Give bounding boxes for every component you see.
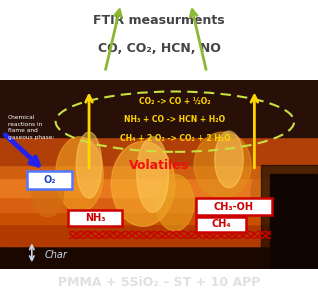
Text: O₂: O₂	[43, 175, 56, 184]
FancyBboxPatch shape	[27, 171, 72, 189]
Text: CH₃-OH: CH₃-OH	[214, 202, 254, 212]
Ellipse shape	[215, 131, 243, 188]
Text: Char: Char	[45, 250, 67, 260]
Text: PMMA + 5SiO₂ – ST + 10 APP: PMMA + 5SiO₂ – ST + 10 APP	[58, 276, 260, 289]
Bar	[0, 80, 318, 137]
Bar	[0, 176, 318, 224]
Bar	[0, 174, 318, 212]
Ellipse shape	[156, 174, 194, 231]
Text: Chemical
reactions in
flame and
gaseous phase:: Chemical reactions in flame and gaseous …	[8, 115, 54, 140]
Ellipse shape	[56, 137, 103, 212]
Ellipse shape	[111, 141, 175, 226]
Bar	[0, 224, 318, 246]
FancyBboxPatch shape	[68, 210, 122, 226]
Bar	[261, 165, 318, 269]
Text: NH₃ + CO -> HCN + H₂O: NH₃ + CO -> HCN + H₂O	[124, 115, 225, 124]
Ellipse shape	[32, 170, 64, 217]
Bar	[0, 169, 318, 197]
Text: CH₄: CH₄	[211, 219, 231, 229]
Ellipse shape	[137, 137, 169, 212]
Bar	[0, 140, 318, 178]
Text: Volatiles: Volatiles	[129, 159, 189, 172]
Text: FTIR measurments: FTIR measurments	[93, 14, 225, 26]
Text: CO, CO₂, HCN, NO: CO, CO₂, HCN, NO	[98, 42, 220, 55]
FancyBboxPatch shape	[196, 198, 272, 215]
Bar	[270, 175, 318, 269]
Ellipse shape	[76, 132, 102, 198]
Text: CH₄ + 2 O₂ -> CO₂ + 2 H₂O: CH₄ + 2 O₂ -> CO₂ + 2 H₂O	[120, 134, 230, 143]
Ellipse shape	[251, 165, 289, 222]
FancyBboxPatch shape	[196, 217, 246, 232]
Bar	[0, 208, 318, 246]
Ellipse shape	[194, 132, 251, 198]
Bar	[0, 127, 318, 165]
Text: NH₃: NH₃	[85, 213, 106, 223]
Text: CO₂ -> CO + ½O₂: CO₂ -> CO + ½O₂	[139, 97, 211, 105]
Bar	[0, 246, 318, 269]
